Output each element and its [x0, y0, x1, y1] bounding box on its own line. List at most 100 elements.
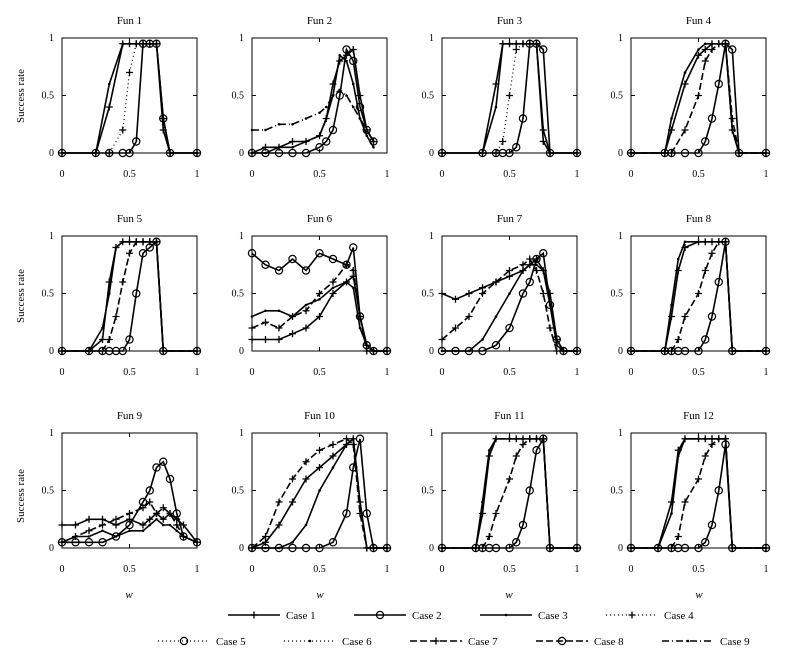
data-point: [335, 91, 344, 100]
data-point: [58, 521, 66, 529]
legend-marker: [308, 639, 312, 643]
data-point: [316, 290, 323, 297]
data-point: [681, 313, 689, 320]
data-point: [478, 346, 487, 356]
series-line: [442, 438, 577, 549]
legend-marker: [628, 611, 636, 619]
data-point: [58, 538, 66, 546]
legend-label: Case 9: [720, 636, 750, 648]
data-point: [762, 347, 770, 355]
subplot: Fun 9 00 0.5 0.5 1 1: [42, 410, 202, 575]
data-point: [714, 486, 723, 495]
data-point: [159, 504, 167, 512]
data-point: [525, 486, 534, 495]
legend-marker: [250, 611, 258, 619]
data-point: [363, 347, 371, 355]
data-point: [701, 267, 709, 274]
y-tick-label: 0: [429, 346, 434, 357]
data-point: [289, 475, 296, 483]
data-point: [670, 117, 673, 120]
data-point: [302, 324, 310, 332]
data-point: [681, 80, 689, 88]
y-tick-label: 0: [239, 346, 244, 357]
x-tick-label: 0.5: [503, 169, 516, 180]
data-point: [125, 148, 134, 158]
data-point: [512, 46, 520, 53]
data-point: [329, 278, 337, 286]
data-point: [105, 149, 113, 157]
data-point: [627, 544, 635, 552]
data-point: [539, 45, 548, 54]
data-point: [676, 454, 680, 458]
series-line: [62, 460, 198, 544]
data-point: [166, 149, 174, 157]
legend-item: Case 2: [354, 610, 442, 622]
data-point: [351, 286, 355, 290]
data-point: [670, 303, 673, 307]
data-point: [275, 324, 283, 332]
y-tick-label: 0.5: [422, 486, 435, 497]
data-point: [707, 520, 717, 530]
data-point: [289, 330, 296, 338]
data-point: [132, 289, 141, 298]
data-point: [274, 266, 284, 275]
series-line: [631, 43, 766, 154]
data-point: [491, 341, 501, 350]
x-tick-label: 1: [764, 169, 769, 180]
data-point: [505, 543, 514, 553]
data-point: [494, 315, 498, 318]
data-point: [539, 290, 547, 297]
series-line: [61, 518, 198, 544]
data-point: [487, 448, 491, 452]
data-point: [535, 263, 538, 267]
data-point: [701, 46, 709, 53]
data-point: [539, 138, 547, 145]
data-point: [345, 94, 348, 97]
subplot: Fun 1 00 0.5 0.5 1 1: [42, 15, 202, 180]
data-point: [153, 40, 160, 48]
data-point: [363, 544, 371, 552]
subplot-title: Fun 1: [117, 15, 142, 27]
y-tick-label: 1: [618, 428, 623, 439]
y-axis-label: Success rate: [15, 69, 27, 123]
data-point: [262, 533, 269, 540]
x-tick-label: 0.5: [123, 564, 136, 575]
data-point: [349, 46, 357, 53]
data-point: [697, 48, 700, 51]
y-tick-label: 1: [239, 33, 244, 44]
data-point: [370, 544, 377, 552]
data-point: [627, 347, 635, 355]
x-tick-label: 1: [385, 169, 390, 180]
y-tick-label: 0: [239, 543, 244, 554]
x-tick-label: 0.5: [123, 367, 136, 378]
data-point: [485, 533, 493, 540]
data-point: [539, 126, 547, 134]
subplot: Fun 12 00 0.5 0.5 1 1: [611, 410, 771, 575]
x-tick-label: 1: [385, 564, 390, 575]
data-point: [372, 140, 375, 143]
x-tick-label: 0: [60, 169, 65, 180]
data-point: [695, 475, 702, 483]
data-point: [701, 335, 710, 344]
data-point: [654, 544, 662, 552]
data-point: [105, 103, 113, 111]
data-point: [132, 137, 141, 146]
data-point: [440, 349, 444, 353]
data-point: [452, 295, 459, 303]
data-point: [114, 535, 118, 538]
data-point: [356, 510, 364, 517]
y-tick-label: 0.5: [232, 289, 245, 300]
y-tick-label: 0: [429, 543, 434, 554]
data-point: [105, 148, 114, 158]
data-point: [92, 149, 100, 157]
data-point: [159, 347, 167, 355]
legend-item: Case 6: [284, 636, 372, 648]
data-point: [139, 521, 147, 529]
data-point: [730, 128, 734, 132]
series-line: [442, 436, 577, 549]
y-tick-label: 0.5: [42, 289, 55, 300]
data-point: [159, 115, 167, 122]
data-point: [697, 437, 700, 441]
data-point: [291, 122, 294, 126]
data-point: [680, 346, 690, 356]
